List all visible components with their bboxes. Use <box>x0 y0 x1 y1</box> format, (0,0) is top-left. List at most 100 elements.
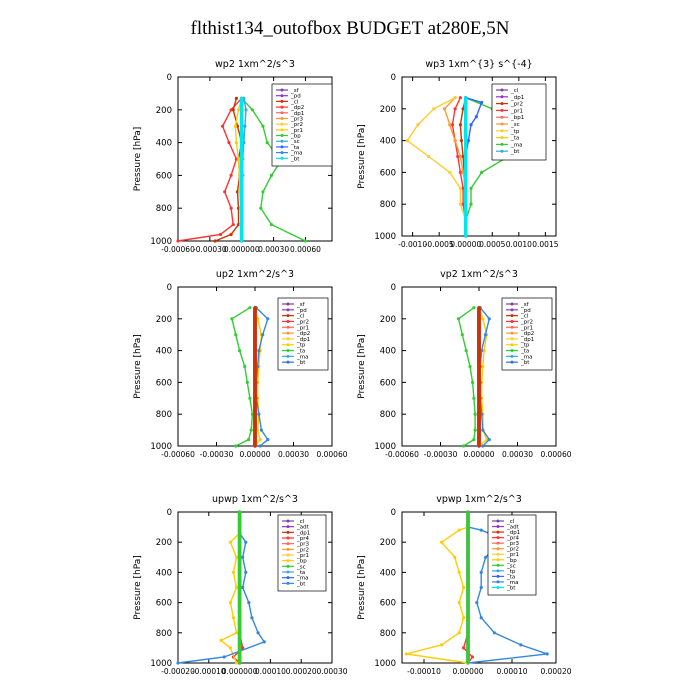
legend-label: _bt <box>506 585 516 591</box>
y-tick-label: 600 <box>156 378 172 388</box>
legend-label: _tp <box>506 569 516 575</box>
legend-marker <box>280 116 284 120</box>
x-tick-label: -0.00010 <box>192 667 226 676</box>
x-tick-label: 0.00000 <box>463 450 494 459</box>
series-point <box>238 510 242 514</box>
legend-label: _pr1 <box>296 553 309 559</box>
series-point <box>458 170 463 174</box>
series-point <box>228 646 232 650</box>
series-point <box>238 601 242 605</box>
legend-marker <box>500 95 504 99</box>
series-point <box>453 96 457 100</box>
y-axis-label: Pressure [hPa] <box>133 555 143 620</box>
chart-panel-6: vpwp 1xm^2/s^3 Pressure [hPa] 0 200 400 600 80… <box>357 494 572 676</box>
series-point <box>470 380 475 384</box>
series-point <box>253 444 257 448</box>
legend-label: _pr1 <box>290 128 303 134</box>
legend-marker <box>510 354 514 358</box>
x-tick-label: -0.00020 <box>161 667 195 676</box>
series-point <box>474 115 478 119</box>
series-point <box>229 206 233 210</box>
y-axis-label: Pressure [hPa] <box>133 334 143 399</box>
x-tick-label: -0.00030 <box>200 450 234 459</box>
x-tick-label: 0.00060 <box>290 245 321 254</box>
series-point <box>426 154 431 159</box>
series-point <box>461 186 465 190</box>
legend-label: _ma <box>290 151 302 157</box>
legend-label: _ma <box>296 354 308 360</box>
series-point <box>462 646 466 650</box>
series-point <box>238 585 242 590</box>
plot-frame <box>401 76 557 237</box>
x-tick-label: 0.0010 <box>506 240 532 249</box>
series-point <box>472 438 476 442</box>
legend-label: _ta <box>296 570 305 576</box>
series-point <box>238 661 242 665</box>
series-point <box>477 428 481 432</box>
series-point <box>234 444 238 448</box>
series-point <box>241 555 245 559</box>
legend-label: _bt <box>296 581 306 587</box>
series-point <box>266 317 270 321</box>
series-point <box>244 540 248 544</box>
series-point <box>231 570 236 575</box>
legend-label: _pr3 <box>506 541 520 547</box>
legend-marker <box>510 308 514 312</box>
series-point <box>257 349 261 353</box>
chart-panel-1: wp2 1xm^2/s^3 Pressure [hPa] 0 200 400 600 800… <box>133 59 333 254</box>
legend-label: _cl <box>510 88 519 94</box>
legend-label: _pr1 <box>520 325 533 331</box>
series-point <box>253 349 257 353</box>
legend-label: _tp <box>520 343 530 349</box>
plot-frame <box>401 511 557 664</box>
series-point <box>240 223 244 227</box>
series-point <box>269 173 274 177</box>
series-point <box>464 154 468 159</box>
series-point <box>234 333 238 337</box>
panel-title: upwp 1xm^2/s^3 <box>212 494 298 505</box>
x-tick-label: 0.00030 <box>258 245 289 254</box>
y-tick-label: 400 <box>156 347 172 357</box>
series-point <box>470 655 474 659</box>
legend-marker <box>286 331 290 335</box>
y-tick-label: 400 <box>156 139 172 149</box>
series-point <box>453 107 457 111</box>
series-point <box>266 438 270 442</box>
series-line-pr2 <box>443 97 467 236</box>
series-point <box>477 317 481 321</box>
legend-label: _bt <box>520 360 530 366</box>
legend-marker <box>286 525 290 529</box>
panel-title: wp3 1xm^{3} s^{-4} <box>425 59 532 70</box>
series-point <box>432 107 436 111</box>
series-point <box>545 652 549 656</box>
y-tick-label: 800 <box>156 204 172 214</box>
y-tick-label: 400 <box>380 137 396 147</box>
series-point <box>466 616 470 620</box>
series-point <box>246 438 251 442</box>
legend-marker <box>286 354 290 358</box>
series-point <box>229 173 233 177</box>
series-point <box>253 380 257 384</box>
y-tick-label: 0 <box>391 283 396 293</box>
series-point <box>253 306 257 310</box>
series-point <box>481 444 485 448</box>
legend-label: _ta <box>510 136 519 142</box>
legend-box <box>277 514 327 592</box>
y-tick-label: 0 <box>167 283 172 293</box>
series-point <box>464 186 468 190</box>
x-tick-label: 0.0005 <box>479 240 505 249</box>
legend-label: _sf <box>520 302 530 308</box>
series-point <box>253 438 257 442</box>
series-point <box>462 444 466 448</box>
legend-marker <box>510 331 514 335</box>
series-point <box>466 570 470 575</box>
y-tick-label: 800 <box>156 410 172 420</box>
series-point <box>479 412 484 416</box>
legend-label: _cl <box>296 519 305 525</box>
series-point <box>479 528 483 532</box>
legend-marker <box>496 530 500 534</box>
legend-marker <box>496 525 500 529</box>
series-line-cl <box>214 98 243 242</box>
series-point <box>461 170 465 174</box>
legend-label: _ma <box>520 354 532 360</box>
